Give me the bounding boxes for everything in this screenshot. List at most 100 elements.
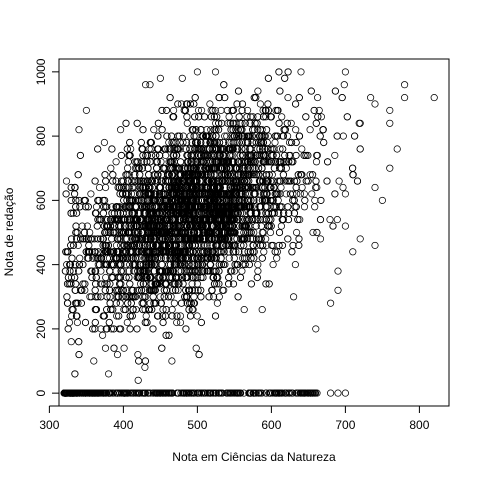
data-point [164, 293, 172, 301]
data-point [225, 254, 233, 262]
data-point [248, 132, 256, 140]
data-point [251, 158, 259, 166]
data-point [146, 177, 154, 185]
data-point [292, 151, 300, 159]
data-point [252, 94, 260, 102]
data-point [191, 267, 199, 275]
data-point [141, 241, 149, 249]
data-point [82, 248, 90, 256]
data-point [184, 158, 192, 166]
data-point [333, 216, 341, 224]
data-point [167, 196, 175, 204]
data-point [139, 151, 147, 159]
data-point [197, 286, 205, 294]
data-point [67, 280, 75, 288]
data-point [133, 286, 141, 294]
data-point [319, 126, 327, 134]
data-point [154, 171, 162, 179]
data-point [88, 235, 96, 243]
data-point [265, 171, 273, 179]
data-point [158, 106, 166, 114]
data-point [245, 132, 253, 140]
data-point [131, 183, 139, 192]
data-point [194, 203, 202, 211]
data-point [77, 235, 85, 243]
data-point [123, 171, 131, 179]
data-point [190, 100, 198, 108]
data-point [152, 158, 160, 166]
data-point [117, 177, 126, 185]
data-point [94, 235, 102, 243]
data-point [187, 299, 195, 307]
data-point [298, 183, 306, 192]
data-point [97, 325, 105, 333]
data-point [210, 138, 218, 147]
data-point [79, 235, 87, 243]
data-point [276, 190, 284, 198]
data-point [100, 203, 108, 211]
data-point [284, 235, 292, 243]
data-point [264, 100, 272, 108]
data-point [62, 177, 71, 185]
data-point [267, 196, 275, 204]
data-point [296, 190, 304, 198]
data-point [238, 235, 246, 243]
data-point [127, 228, 136, 237]
data-point [159, 248, 167, 256]
data-point [208, 145, 216, 153]
data-point [320, 138, 328, 147]
data-point [83, 222, 91, 230]
data-point [75, 351, 83, 359]
data-point [162, 216, 170, 224]
data-point [150, 299, 158, 307]
data-point [241, 145, 249, 153]
data-point [109, 228, 117, 237]
data-point [120, 344, 128, 352]
data-point [234, 293, 242, 301]
data-point [108, 145, 116, 153]
data-point [138, 164, 146, 172]
data-point [182, 254, 190, 262]
data-point [75, 261, 83, 269]
data-point [197, 164, 205, 172]
data-point [141, 318, 149, 327]
data-point [310, 106, 318, 114]
data-point [297, 171, 305, 179]
data-point [174, 280, 182, 288]
data-point [278, 113, 286, 121]
data-point [291, 261, 299, 269]
data-point [267, 113, 275, 121]
data-point [161, 312, 170, 320]
data-point [252, 183, 260, 192]
data-point [179, 132, 187, 140]
data-point [284, 132, 292, 140]
data-point [165, 248, 173, 256]
data-point [169, 113, 177, 121]
data-point [159, 164, 167, 172]
data-point [133, 119, 141, 127]
data-point [178, 261, 187, 269]
data-point [150, 126, 158, 134]
data-point [161, 190, 169, 198]
data-point [276, 145, 284, 153]
data-point [260, 132, 268, 140]
data-point [287, 119, 295, 127]
data-point [203, 196, 211, 204]
data-point [206, 261, 214, 269]
data-point [278, 241, 287, 249]
data-point [233, 261, 241, 269]
data-point [235, 113, 243, 121]
data-point [267, 222, 275, 230]
data-point [122, 222, 130, 230]
data-point [353, 177, 362, 185]
data-point [326, 216, 334, 224]
data-point [89, 254, 97, 262]
data-point [69, 209, 77, 217]
data-point [338, 94, 346, 102]
data-point [74, 171, 82, 179]
data-point [165, 331, 173, 339]
data-point [125, 171, 133, 179]
data-point [199, 273, 207, 282]
data-point [167, 158, 175, 166]
data-point [186, 216, 194, 224]
